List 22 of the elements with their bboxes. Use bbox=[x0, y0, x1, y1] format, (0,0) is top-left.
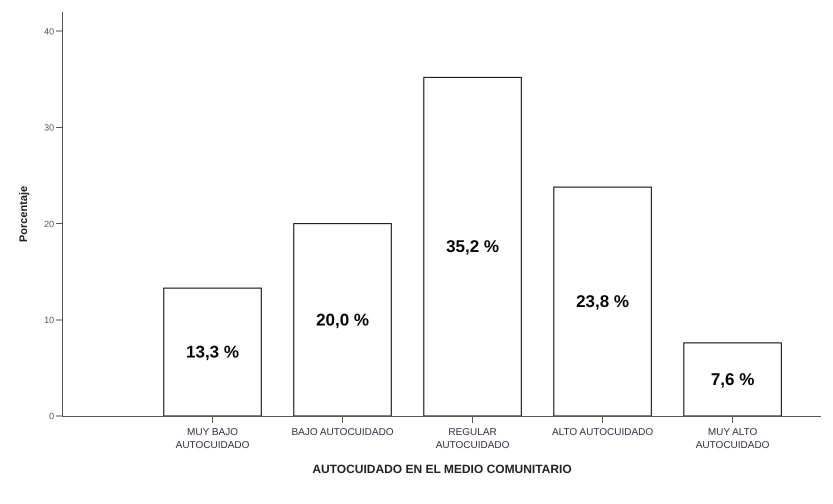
y-axis-title: Porcentaje bbox=[18, 186, 30, 242]
bar bbox=[683, 342, 782, 416]
bar bbox=[553, 186, 652, 416]
x-axis-title: AUTOCUIDADO EN EL MEDIO COMUNITARIO bbox=[312, 462, 572, 476]
y-tick-label: 0 bbox=[49, 411, 54, 422]
data-label: 13,3 % bbox=[186, 342, 239, 362]
y-tick-label: 20 bbox=[44, 218, 54, 229]
data-label: 35,2 % bbox=[446, 237, 500, 256]
data-label: 20,0 % bbox=[316, 310, 370, 330]
x-tick-label: REGULAR AUTOCUIDADO bbox=[436, 427, 510, 451]
data-label: 7,6 % bbox=[710, 370, 754, 389]
x-tick-label: ALTO AUTOCUIDADO bbox=[552, 427, 654, 438]
bar bbox=[423, 76, 522, 416]
x-tick-label: MUY BAJO AUTOCUIDADO bbox=[176, 427, 250, 451]
x-tick-label: MUY ALTO AUTOCUIDADO bbox=[696, 427, 770, 451]
bar bbox=[163, 288, 262, 416]
y-tick-label: 30 bbox=[44, 122, 54, 133]
x-tick-label: BAJO AUTOCUIDADO bbox=[292, 427, 394, 438]
y-tick-label: 10 bbox=[44, 314, 54, 325]
bar bbox=[293, 223, 392, 416]
data-label: 23,8 % bbox=[576, 292, 630, 312]
y-tick-label: 40 bbox=[44, 26, 54, 36]
